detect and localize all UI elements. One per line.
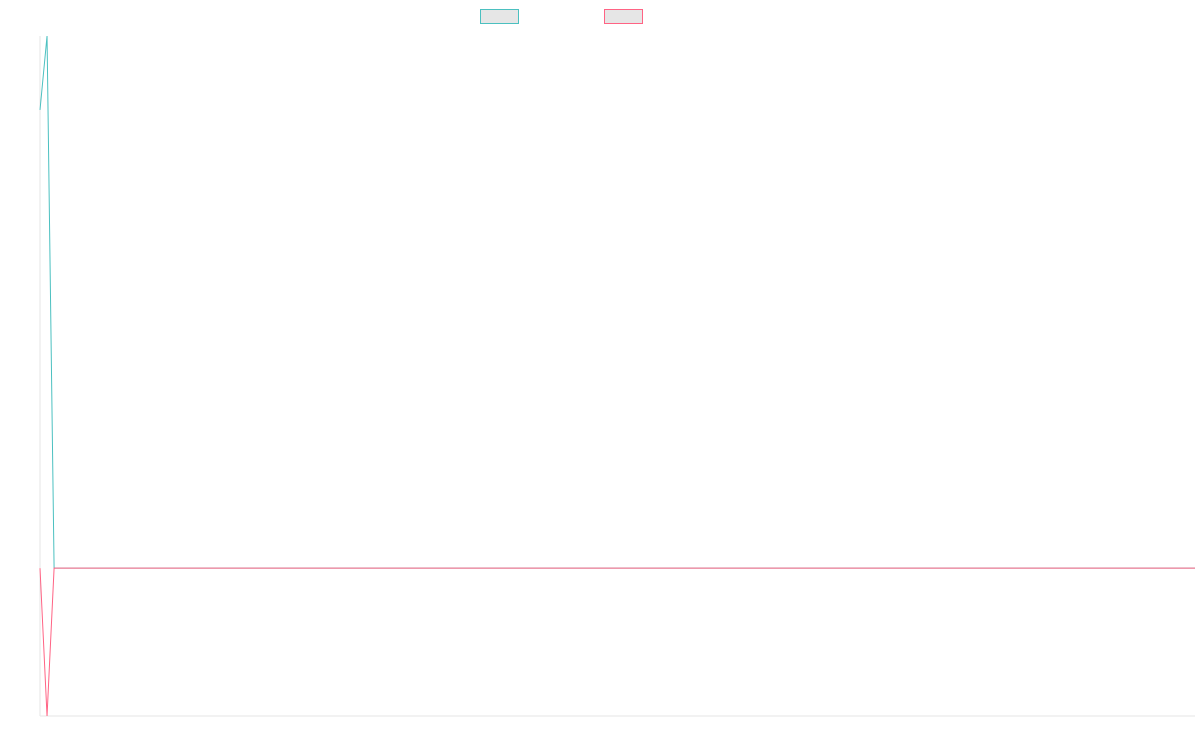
- series-line-2: [39, 567, 1195, 717]
- legend-item-series-2[interactable]: [604, 9, 649, 24]
- series-line-1: [39, 35, 1195, 569]
- chart-legend: [0, 9, 1200, 27]
- legend-item-series-1[interactable]: [480, 9, 525, 24]
- legend-swatch-series-2: [604, 9, 643, 24]
- legend-swatch-series-1: [480, 9, 519, 24]
